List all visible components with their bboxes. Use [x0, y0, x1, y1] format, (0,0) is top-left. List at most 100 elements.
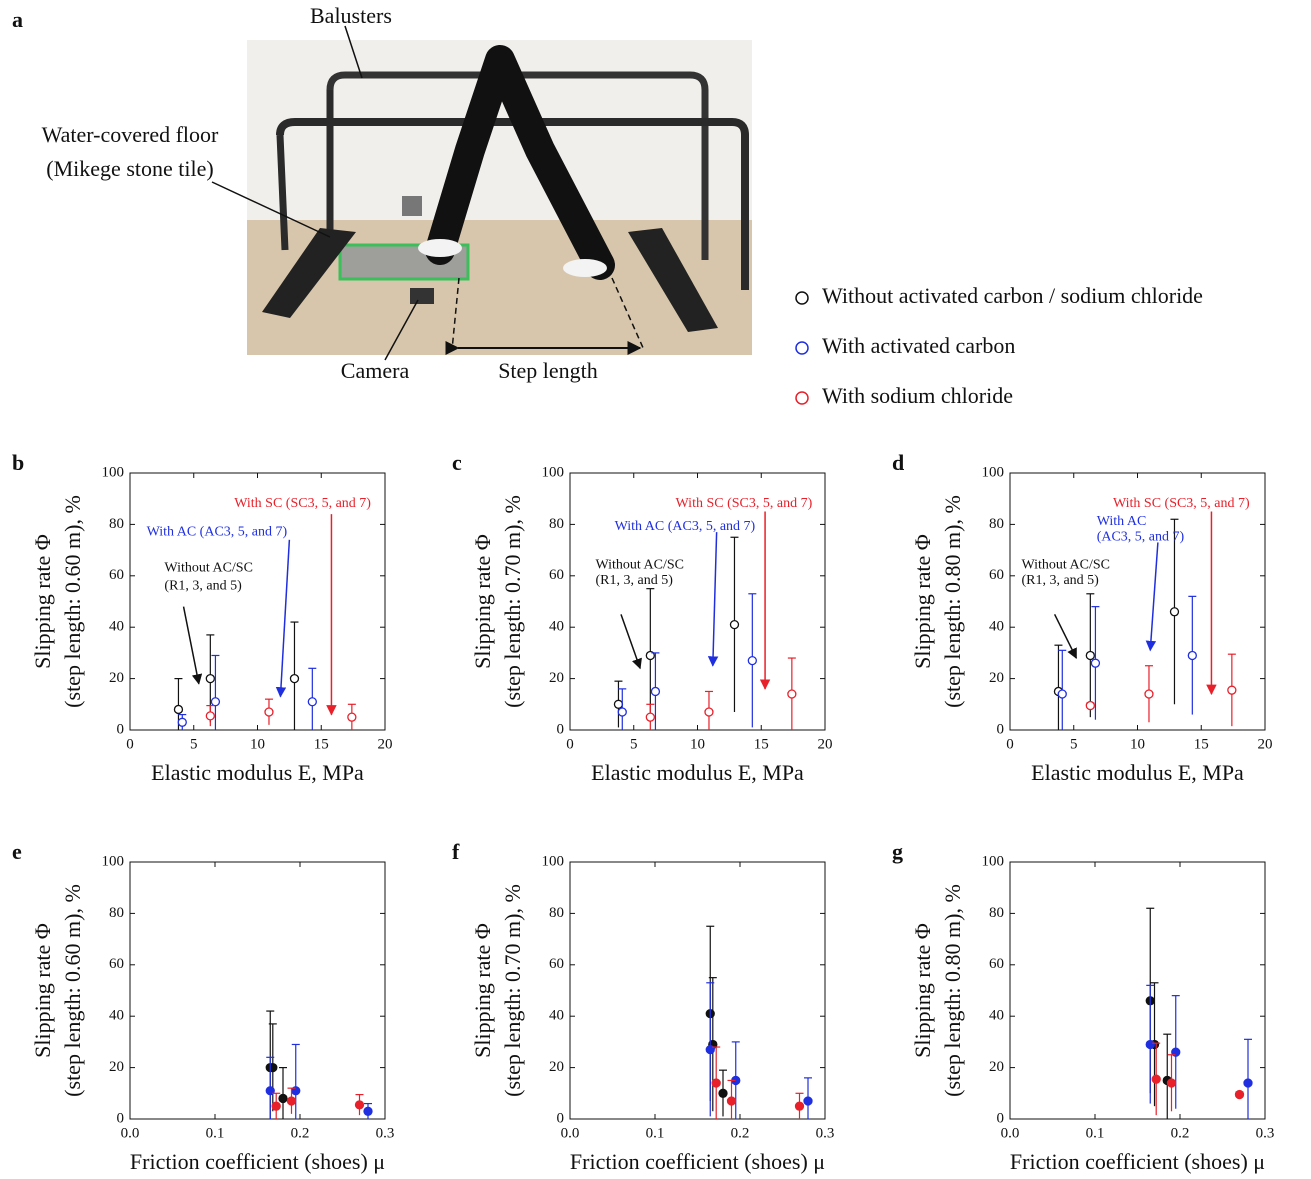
- data-point: [1085, 650, 1095, 661]
- x-tick-label: 15: [1194, 736, 1209, 752]
- data-point: [264, 707, 274, 717]
- data-point: [1169, 607, 1180, 617]
- data-point: [307, 697, 317, 707]
- data-point: [645, 712, 655, 722]
- annotation: With AC: [1097, 514, 1147, 529]
- y-tick-label: 20: [989, 1059, 1004, 1075]
- data-point: [1144, 689, 1154, 699]
- data-point: [787, 689, 797, 699]
- x-axis-label: Elastic modulus E, MPa: [1031, 760, 1244, 785]
- data-point: [1187, 650, 1197, 661]
- data-point: [205, 711, 215, 721]
- y-axis-label: (step length: 0.60 m), %: [60, 495, 85, 708]
- photo: [211, 25, 752, 361]
- data-point: [726, 1096, 737, 1106]
- y-tick-label: 40: [989, 619, 1004, 635]
- x-tick-label: 0.3: [376, 1125, 395, 1141]
- annotation-arrow: [275, 539, 291, 698]
- y-axis-label: Slipping rate Φ: [30, 534, 55, 669]
- panel-letter: f: [452, 839, 460, 864]
- x-tick-label: 0: [566, 736, 574, 752]
- legend-label: With sodium chloride: [822, 383, 1013, 408]
- annotation-arrow: [182, 606, 203, 685]
- plot-frame: [1009, 472, 1266, 731]
- plot-frame: [569, 472, 826, 731]
- annotation: Without AC/SC: [164, 560, 253, 575]
- annotation: With AC (AC3, 5, and 7): [147, 524, 288, 539]
- data-point: [1243, 1078, 1253, 1088]
- x-tick-label: 20: [378, 736, 393, 752]
- data-point: [803, 1096, 813, 1106]
- y-tick-label: 20: [989, 670, 1004, 686]
- y-tick-label: 40: [549, 619, 564, 635]
- data-point: [617, 707, 627, 717]
- data-point: [347, 712, 357, 722]
- x-tick-label: 0.3: [816, 1125, 835, 1141]
- panel-letter: e: [12, 839, 22, 864]
- x-axis-label: Friction coefficient (shoes) μ: [130, 1149, 385, 1174]
- y-axis-label: Slipping rate Φ: [470, 923, 495, 1058]
- data-point: [286, 1096, 297, 1106]
- y-tick-label: 80: [989, 905, 1004, 921]
- y-tick-label: 0: [557, 1110, 565, 1126]
- error-bar: [279, 1066, 287, 1119]
- data-point: [650, 686, 661, 697]
- y-tick-label: 40: [109, 1008, 124, 1024]
- x-axis-label: Elastic modulus E, MPa: [151, 760, 364, 785]
- data-point: [354, 1100, 365, 1110]
- x-tick-label: 0.0: [561, 1125, 580, 1141]
- annotation: (R1, 3, and 5): [1021, 573, 1099, 588]
- x-tick-label: 0.0: [121, 1125, 140, 1141]
- annotation: (R1, 3, and 5): [596, 573, 674, 588]
- y-tick-label: 80: [549, 905, 564, 921]
- data-point: [711, 1078, 721, 1088]
- x-axis-label: Friction coefficient (shoes) μ: [1010, 1149, 1265, 1174]
- x-axis-label: Elastic modulus E, MPa: [591, 760, 804, 785]
- data-point: [177, 717, 187, 727]
- y-tick-label: 20: [549, 1059, 564, 1075]
- plot-frame: [1009, 861, 1266, 1120]
- data-point: [363, 1106, 373, 1116]
- annotation-arrow: [1053, 614, 1077, 659]
- data-point: [1227, 685, 1237, 695]
- data-point: [794, 1101, 805, 1111]
- y-tick-label: 100: [982, 464, 1005, 480]
- y-axis-label: Slipping rate Φ: [910, 923, 935, 1058]
- y-axis-label: (step length: 0.80 m), %: [940, 495, 965, 708]
- x-tick-label: 5: [630, 736, 638, 752]
- x-tick-label: 0.2: [731, 1125, 750, 1141]
- y-tick-label: 60: [549, 567, 564, 583]
- legend-label: With activated carbon: [822, 333, 1015, 358]
- x-tick-label: 15: [754, 736, 769, 752]
- plot-frame: [569, 861, 826, 1120]
- x-tick-label: 10: [690, 736, 705, 752]
- x-tick-label: 0.1: [646, 1125, 665, 1141]
- plot-frame: [129, 861, 386, 1120]
- data-point: [613, 699, 624, 709]
- data-point: [1057, 689, 1067, 699]
- plot-frame: [129, 472, 386, 731]
- data-point: [704, 707, 714, 717]
- data-point: [1234, 1089, 1245, 1100]
- y-tick-label: 0: [117, 1110, 125, 1126]
- annotation: With SC (SC3, 5, and 7): [234, 496, 371, 511]
- data-point: [278, 1093, 288, 1104]
- y-tick-label: 20: [109, 670, 124, 686]
- y-tick-label: 60: [109, 567, 124, 583]
- annotation: Without AC/SC: [1021, 558, 1110, 573]
- data-point: [271, 1101, 281, 1111]
- x-tick-label: 20: [1258, 736, 1273, 752]
- x-axis-label: Friction coefficient (shoes) μ: [570, 1149, 825, 1174]
- y-tick-label: 20: [549, 670, 564, 686]
- data-point: [289, 673, 300, 684]
- x-tick-label: 0.0: [1001, 1125, 1020, 1141]
- data-point: [1166, 1078, 1177, 1088]
- y-tick-label: 100: [102, 464, 125, 480]
- photo-label: Camera: [341, 358, 410, 383]
- error-bar: [291, 1043, 300, 1119]
- x-tick-label: 0.3: [1256, 1125, 1275, 1141]
- data-point: [747, 655, 757, 666]
- legend: Without activated carbon / sodium chlori…: [795, 283, 1203, 408]
- annotation: (AC3, 5, and 7): [1097, 529, 1185, 544]
